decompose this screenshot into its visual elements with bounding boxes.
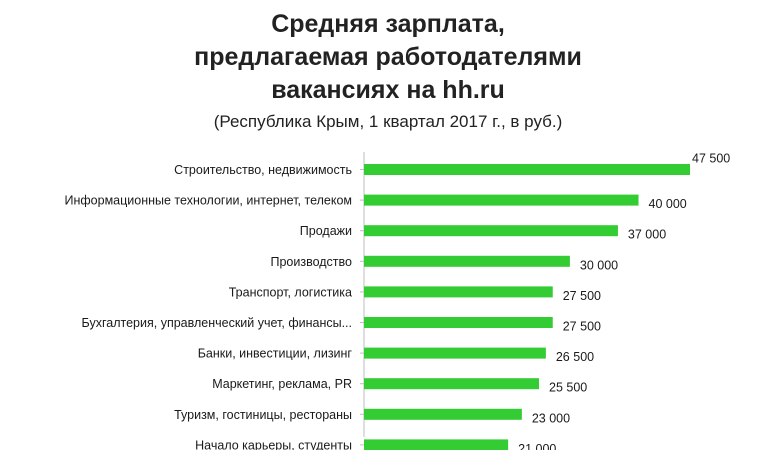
value-label: 30 000	[580, 258, 618, 272]
value-label: 27 500	[563, 289, 601, 303]
plot-area: Строительство, недвижимость 47 500 Информа…	[65, 152, 730, 450]
value-label: 23 000	[532, 411, 570, 425]
chart-subtitle: (Республика Крым, 1 квартал 2017 г., в р…	[213, 112, 563, 131]
bar	[364, 439, 509, 450]
bar	[364, 347, 546, 359]
bar	[364, 194, 639, 206]
bar	[364, 317, 553, 328]
value-label: 26 500	[556, 350, 594, 364]
chart-title-line-1: Средняя зарплата,	[271, 10, 505, 38]
value-label: 37 000	[628, 228, 666, 242]
bar	[364, 408, 522, 420]
category-label: Строительство, недвижимость	[174, 163, 352, 177]
bar	[364, 286, 553, 298]
category-label: Бухгалтерия, управленческий учет, финанс…	[82, 316, 352, 330]
value-label: 25 500	[549, 381, 587, 395]
bar	[364, 378, 540, 390]
value-label: 27 500	[563, 320, 601, 334]
bar	[364, 225, 618, 237]
value-label: 40 000	[649, 197, 687, 211]
chart-title-block: Средняя зарплата, предлагаемая работодат…	[0, 8, 768, 133]
category-label: Начало карьеры, студенты	[195, 438, 352, 450]
value-label: 21 000	[518, 442, 556, 450]
category-label: Информационные технологии, интернет, тел…	[65, 194, 353, 208]
value-label: 47 500	[692, 152, 730, 166]
chart-title-line-2: предлагаемая работодателями	[194, 43, 582, 71]
category-label: Маркетинг, реклама, PR	[212, 377, 352, 391]
bar	[364, 255, 570, 267]
category-label: Продажи	[300, 224, 352, 238]
category-label: Банки, инвестиции, лизинг	[198, 347, 353, 361]
bar	[364, 164, 690, 175]
category-label: Производство	[270, 255, 352, 269]
chart-title-line-3: вакансиях на hh.ru	[271, 76, 505, 104]
category-label: Транспорт, логистика	[229, 285, 352, 299]
category-label: Туризм, гостиницы, рестораны	[174, 408, 352, 422]
